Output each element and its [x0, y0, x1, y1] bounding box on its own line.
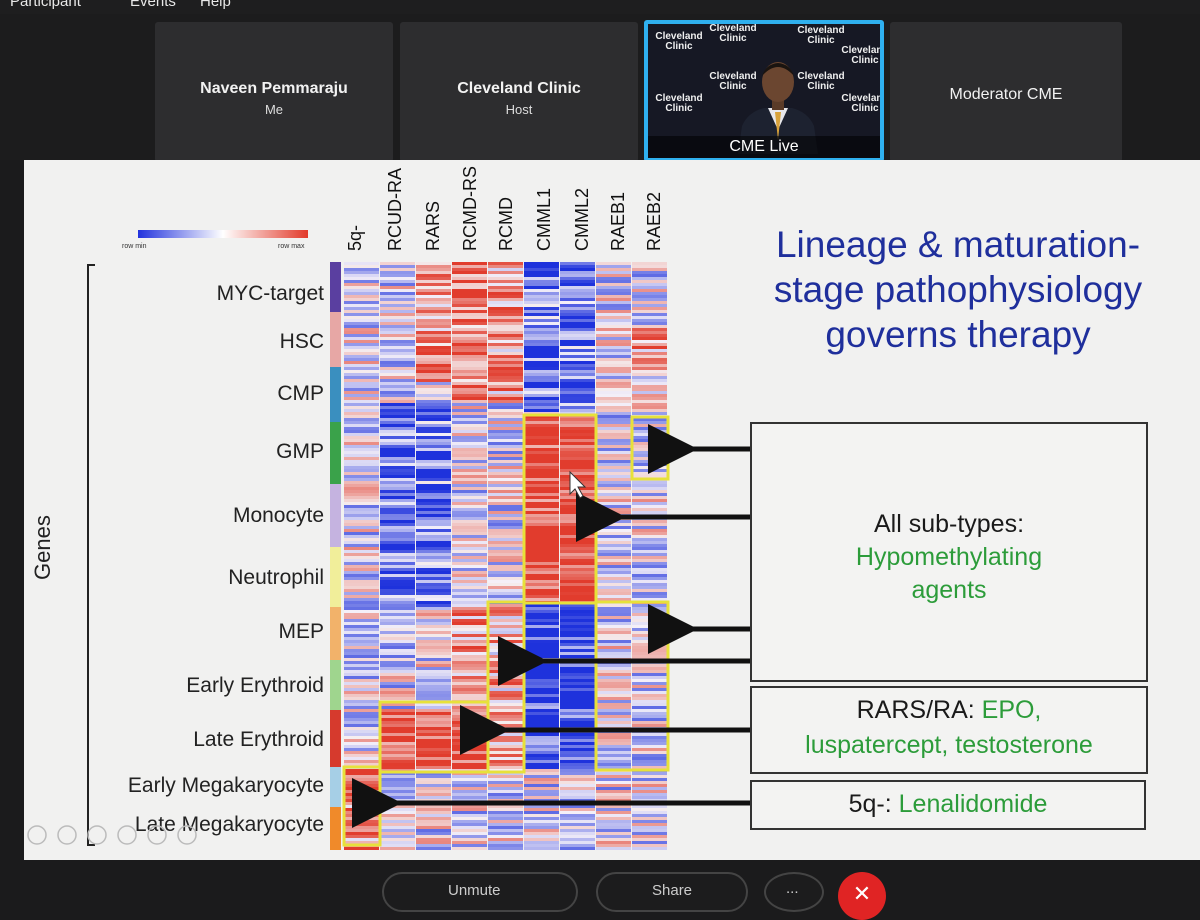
callout-green-text: agents: [911, 576, 987, 604]
more-label: ...: [786, 880, 799, 897]
heatmap: [330, 262, 670, 850]
participant-name: Moderator CME: [949, 86, 1063, 103]
row-group-color-bar: [330, 422, 341, 484]
highlight-box: [486, 600, 526, 774]
row-label: Late Erythroid: [193, 728, 324, 751]
color-scale-legend: row min row max: [122, 230, 308, 250]
next-slide-icon[interactable]: [57, 825, 77, 845]
column-label: RARS: [423, 200, 443, 251]
callout-hypomethylating: All sub-types: Hypomethylating agents: [750, 422, 1148, 682]
heatmap-cells: [344, 262, 667, 850]
participant-name: Cleveland Clinic: [457, 80, 581, 97]
callout-epo: RARS/RA: EPO, luspatercept, testosterone: [750, 686, 1148, 774]
column-label: 5q-: [345, 224, 365, 251]
participant-tile-video-active[interactable]: Cleveland Clinic Cleveland Clinic Clevelan…: [644, 20, 884, 162]
row-group-color-bar: [330, 262, 341, 312]
row-label: Early Erythroid: [186, 674, 324, 697]
pen-icon[interactable]: [87, 825, 107, 845]
column-label: CMML2: [572, 187, 592, 251]
callout-green-text: Hypomethylating: [855, 543, 1043, 571]
column-label: RAEB2: [644, 191, 664, 251]
row-label: Early Megakaryocyte: [127, 774, 324, 797]
row-group-color-bar: [330, 767, 341, 807]
zoom-icon[interactable]: [147, 825, 167, 845]
more-options-icon[interactable]: [177, 825, 197, 845]
participant-role: Host: [505, 102, 533, 117]
participant-tile-moderator[interactable]: Moderator CME: [890, 22, 1122, 162]
row-label: MEP: [278, 620, 324, 643]
callout-green-text: Lenalidomide: [898, 790, 1048, 818]
slide-nav-toolbar: [27, 825, 197, 845]
slides-grid-icon[interactable]: [117, 825, 137, 845]
menu-participant[interactable]: Participant: [10, 0, 81, 10]
share-button[interactable]: Share: [596, 872, 748, 912]
slide-title-line: governs therapy: [825, 314, 1091, 355]
callout-text: RARS/RA:: [856, 696, 982, 724]
row-label: HSC: [279, 330, 324, 353]
unmute-label: Unmute: [448, 882, 501, 899]
share-label: Share: [652, 882, 693, 899]
leave-button[interactable]: ✕: [838, 872, 886, 920]
row-label: CMP: [277, 382, 324, 405]
row-group-color-bar: [330, 710, 341, 767]
row-label: MYC-target: [216, 282, 324, 305]
row-group-color-bar: [330, 484, 341, 547]
legend-max-label: row max: [278, 243, 305, 250]
row-label: GMP: [276, 440, 324, 463]
participant-name: Naveen Pemmaraju: [200, 80, 348, 97]
more-button[interactable]: ...: [764, 872, 824, 912]
participant-strip: Naveen Pemmaraju Me Cleveland Clinic Hos…: [0, 14, 1200, 162]
callout-text: All sub-types:: [873, 510, 1025, 538]
row-group-color-bar: [330, 607, 341, 660]
unmute-button[interactable]: Unmute: [382, 872, 578, 912]
slide-title-line: stage pathophysiology: [773, 269, 1143, 310]
previous-slide-icon[interactable]: [27, 825, 47, 845]
column-label: CMML1: [534, 187, 554, 251]
legend-min-label: row min: [122, 243, 147, 250]
participant-tile-host[interactable]: Cleveland Clinic Host: [400, 22, 638, 162]
column-label: RCUD-RA: [385, 168, 405, 251]
slide-title-line: Lineage & maturation-: [775, 224, 1141, 265]
row-group-color-bar: [330, 660, 341, 710]
genes-bracket: [87, 264, 95, 846]
column-label: RAEB1: [608, 191, 628, 251]
highlight-box: [594, 600, 670, 772]
row-group-color-bar: [330, 312, 341, 367]
column-label: RCMD: [496, 197, 516, 251]
callout-green-text: EPO,: [981, 696, 1042, 724]
participant-tile-me[interactable]: Naveen Pemmaraju Me: [155, 22, 393, 162]
callout-green-text: luspatercept, testosterone: [805, 731, 1093, 759]
menu-events[interactable]: Events: [130, 0, 176, 10]
meeting-menubar: Participant Events Help: [0, 0, 1200, 14]
menu-help[interactable]: Help: [200, 0, 231, 10]
callout-text: 5q-:: [848, 790, 899, 818]
video-label: CME Live: [648, 136, 880, 158]
row-group-color-bar: [330, 807, 341, 850]
row-label: Monocyte: [232, 504, 324, 527]
row-group-color-bar: [330, 547, 341, 607]
legend-gradient: [138, 230, 308, 238]
slide-title: Lineage & maturation- stage pathophysiol…: [728, 222, 1188, 357]
row-label: Late Megakaryocyte: [134, 813, 324, 836]
row-group-color-bar: [330, 367, 341, 422]
column-label: RCMD-RS: [460, 166, 480, 251]
row-label: Neutrophil: [228, 566, 324, 589]
participant-role: Me: [264, 102, 284, 117]
callout-lenalidomide: 5q-: Lenalidomide: [750, 780, 1146, 830]
